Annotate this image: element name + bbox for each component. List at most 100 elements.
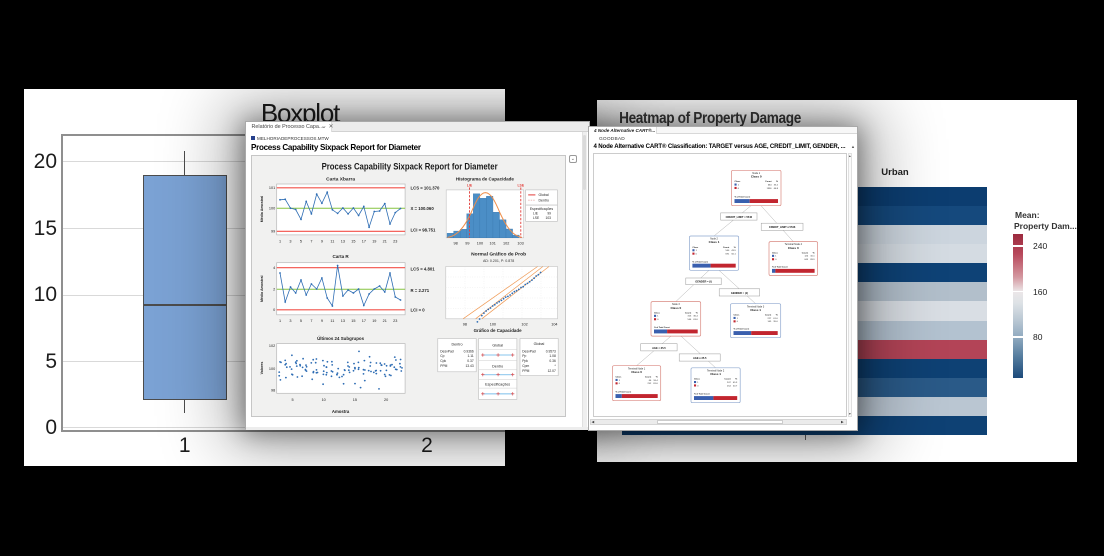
svg-text:Carta R: Carta R <box>332 253 349 258</box>
svg-text:20: 20 <box>383 398 387 402</box>
svg-text:0: 0 <box>619 384 621 386</box>
svg-text:66: 66 <box>649 380 652 382</box>
svg-text:% of Total Count: % of Total Count <box>654 327 670 330</box>
svg-text:% of Total Count: % of Total Count <box>772 266 788 269</box>
svg-text:98: 98 <box>462 322 466 326</box>
svg-text:645: 645 <box>804 260 808 262</box>
svg-text:Histograma de Capacidade: Histograma de Capacidade <box>455 176 513 181</box>
svg-text:Terminal Node 1: Terminal Node 1 <box>628 368 646 371</box>
svg-text:Class: Class <box>654 313 661 315</box>
svg-text:AGE < 35.5: AGE < 35.5 <box>652 346 666 350</box>
svg-text:0: 0 <box>737 322 739 324</box>
svg-text:11: 11 <box>330 239 334 243</box>
svg-text:1: 1 <box>775 256 777 258</box>
svg-text:Class 0: Class 0 <box>670 306 681 310</box>
svg-text:0: 0 <box>696 254 698 256</box>
svg-text:5: 5 <box>299 239 301 243</box>
svg-text:Cpm: Cpm <box>522 364 529 368</box>
svg-text:1: 1 <box>278 239 280 243</box>
svg-text:43.9: 43.9 <box>731 251 736 253</box>
svg-text:10: 10 <box>321 398 325 402</box>
svg-text:61.0: 61.0 <box>773 318 778 320</box>
svg-text:99: 99 <box>270 229 274 233</box>
svg-text:Carta Xbarra: Carta Xbarra <box>326 176 355 181</box>
svg-text:Global: Global <box>492 343 503 347</box>
svg-text:21: 21 <box>382 239 386 243</box>
svg-text:17: 17 <box>361 239 365 243</box>
svg-text:Cpk: Cpk <box>440 359 446 363</box>
svg-text:1.08: 1.08 <box>549 354 556 358</box>
svg-text:LCS = 101.370: LCS = 101.370 <box>410 185 440 190</box>
svg-text:23: 23 <box>393 239 397 243</box>
svg-text:LIE: LIE <box>532 211 538 215</box>
svg-text:4: 4 <box>273 266 275 270</box>
svg-text:99: 99 <box>547 211 551 215</box>
svg-text:3: 3 <box>289 319 291 323</box>
svg-text:LCI = 98.751: LCI = 98.751 <box>410 227 435 232</box>
svg-text:%: % <box>735 379 737 381</box>
svg-text:Class: Class <box>772 253 779 255</box>
svg-text:Count: Count <box>724 378 731 381</box>
svg-text:1: 1 <box>697 382 699 384</box>
svg-text:50.7: 50.7 <box>733 386 738 388</box>
svg-text:7: 7 <box>310 239 312 243</box>
svg-text:Normal Gráfico de Prob: Normal Gráfico de Prob <box>471 251 526 256</box>
svg-text:100: 100 <box>476 241 482 245</box>
svg-text:101: 101 <box>268 186 274 190</box>
svg-text:18.4: 18.4 <box>653 380 658 382</box>
svg-text:15: 15 <box>351 319 355 323</box>
svg-text:CREDIT_LIMIT < 5546: CREDIT_LIMIT < 5546 <box>726 215 753 219</box>
svg-text:Ppk: Ppk <box>522 359 528 363</box>
svg-text:0: 0 <box>775 260 777 262</box>
svg-text:Class: Class <box>692 247 699 249</box>
svg-text:104: 104 <box>551 322 557 326</box>
svg-text:AD: 0.201, P: 0.878: AD: 0.201, P: 0.878 <box>482 259 513 263</box>
svg-text:17: 17 <box>361 319 365 323</box>
svg-text:2: 2 <box>273 287 275 291</box>
svg-text:Process Capability Sixpack Rep: Process Capability Sixpack Report for Di… <box>321 161 497 171</box>
svg-text:DesvPad: DesvPad <box>440 349 453 353</box>
svg-text:Global: Global <box>533 341 544 345</box>
svg-text:23: 23 <box>393 319 397 323</box>
svg-text:Count: Count <box>685 312 692 315</box>
svg-text:1: 1 <box>657 316 659 318</box>
svg-text:Class: Class <box>694 379 701 381</box>
svg-text:1.11: 1.11 <box>467 354 473 358</box>
svg-text:56.1: 56.1 <box>731 254 736 256</box>
svg-text:%: % <box>776 315 778 317</box>
svg-text:LSE: LSE <box>517 183 524 187</box>
svg-text:Gráfico de Capacidade: Gráfico de Capacidade <box>473 328 521 333</box>
svg-text:LCI = 0: LCI = 0 <box>410 307 425 312</box>
svg-text:1: 1 <box>696 251 698 253</box>
svg-text:Class 0: Class 0 <box>788 246 799 250</box>
svg-text:Últimos 24 Subgrupos: Últimos 24 Subgrupos <box>317 334 364 340</box>
svg-text:Terminal Node 3: Terminal Node 3 <box>747 306 765 309</box>
svg-text:33.2: 33.2 <box>774 185 779 187</box>
svg-text:0.36: 0.36 <box>549 359 556 363</box>
svg-text:63.6: 63.6 <box>693 320 698 322</box>
svg-text:LIE: LIE <box>466 183 472 187</box>
svg-text:227: 227 <box>768 318 772 320</box>
svg-text:546: 546 <box>688 320 692 322</box>
svg-text:124: 124 <box>804 256 808 258</box>
svg-text:Especificações: Especificações <box>529 206 552 210</box>
svg-text:%: % <box>656 377 658 379</box>
svg-text:R = 2.271: R = 2.271 <box>410 288 429 293</box>
svg-text:1: 1 <box>738 185 740 187</box>
svg-text:102: 102 <box>521 322 527 326</box>
svg-text:5: 5 <box>299 319 301 323</box>
svg-text:Pp: Pp <box>522 354 526 358</box>
svg-text:1336: 1336 <box>767 188 773 190</box>
svg-text:98: 98 <box>270 388 274 392</box>
svg-text:15: 15 <box>352 398 356 402</box>
svg-text:Count: Count <box>645 376 652 379</box>
svg-text:Count: Count <box>765 314 772 317</box>
svg-text:Class: Class <box>616 377 623 379</box>
svg-text:Class 0: Class 0 <box>631 370 642 374</box>
svg-text:Class: Class <box>733 315 740 317</box>
svg-text:3: 3 <box>289 239 291 243</box>
svg-text:102: 102 <box>503 241 509 245</box>
svg-text:0: 0 <box>657 320 659 322</box>
svg-text:PPM: PPM <box>522 368 529 372</box>
svg-text:Count: Count <box>802 252 809 255</box>
